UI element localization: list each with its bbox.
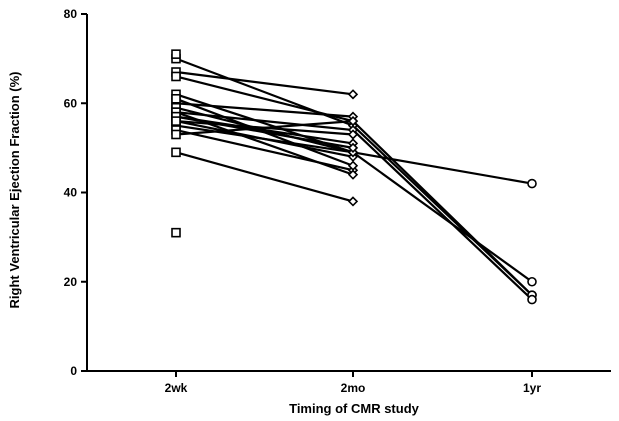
series-line-2 [175,70,354,96]
series-line-13 [175,151,354,203]
data-point-diamond [347,89,359,100]
data-point-square [171,93,181,104]
data-point-circle [527,178,537,189]
data-point-square [171,147,181,158]
data-point-diamond [347,115,359,127]
y-tick-label: 80 [64,7,78,21]
data-point-square [171,49,181,59]
y-tick-label: 60 [64,96,78,110]
data-point-square [171,227,181,238]
y-tick-label: 0 [70,364,77,378]
data-point-diamond [347,129,359,140]
axes [81,13,611,377]
x-tick-label: 2wk [165,381,188,395]
data-point-diamond [347,196,359,207]
data-point-diamond [347,142,359,154]
data-point-circle [527,294,537,305]
data-point-circle [527,276,537,287]
series-line-3 [175,75,533,296]
y-tick-label: 40 [64,186,78,200]
series-line-19 [175,120,354,136]
x-axis-title: Timing of CMR study [289,401,420,416]
y-axis-title: Right Ventricular Ejection Fraction (%) [7,72,22,309]
y-tick-label: 20 [64,275,78,289]
axis-labels: 0 20 40 60 80 2wk 2mo 1yr [64,7,542,395]
data-points [171,49,537,305]
data-point-square [171,129,181,140]
series-line-18 [175,115,354,149]
x-tick-label: 2mo [341,381,366,395]
data-point-square [171,71,181,82]
series-line-5 [175,102,354,118]
data-point-diamond [347,169,359,180]
x-tick-label: 1yr [523,381,541,395]
data-point-square [171,116,181,126]
